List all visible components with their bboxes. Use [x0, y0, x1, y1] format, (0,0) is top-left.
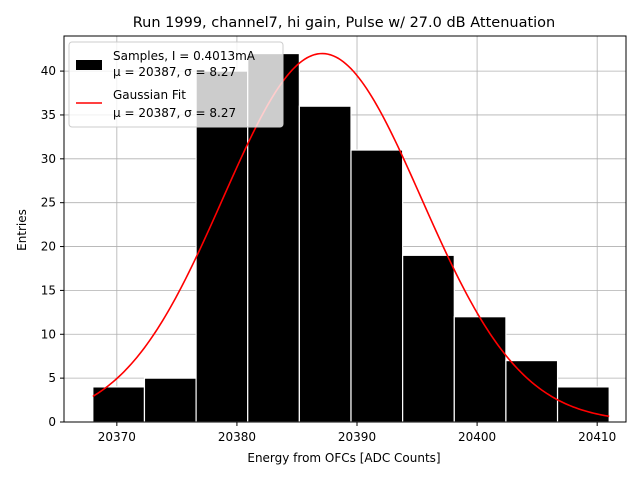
x-axis-label: Energy from OFCs [ADC Counts]: [247, 451, 440, 465]
y-tick-label: 30: [41, 152, 56, 166]
histogram-bar-5: [298, 105, 352, 423]
gaussian-fit-curve: [92, 52, 610, 418]
histogram-bar-2: [143, 377, 197, 423]
histogram-bar-7: [402, 254, 455, 423]
legend-box: [68, 41, 284, 128]
y-tick-label: 20: [41, 240, 56, 254]
legend-fit-label: Gaussian Fit: [113, 88, 186, 102]
y-tick-label: 40: [41, 64, 56, 78]
y-axis-label: Entries: [15, 209, 29, 251]
x-tick-label: 20380: [218, 430, 256, 444]
histogram-bar-8: [453, 316, 507, 423]
chart-title: Run 1999, channel7, hi gain, Pulse w/ 27…: [133, 15, 556, 31]
x-tick-label: 20410: [578, 430, 616, 444]
y-tick-label: 25: [41, 196, 56, 210]
y-tick-label: 0: [48, 415, 56, 429]
x-tick-label: 20400: [458, 430, 496, 444]
legend-samples-swatch: [76, 60, 102, 70]
legend-samples-stats: μ = 20387, σ = 8.27: [113, 65, 236, 79]
legend: Samples, I = 0.4013mA μ = 20387, σ = 8.2…: [68, 41, 284, 128]
y-tick-label: 5: [48, 371, 56, 385]
legend-samples-label: Samples, I = 0.4013mA: [113, 49, 256, 63]
x-tick-label: 20390: [338, 430, 376, 444]
y-tick-label: 10: [41, 327, 56, 341]
x-tick-label: 20370: [98, 430, 136, 444]
plot-frame: [63, 35, 627, 423]
histogram-bar-9: [505, 359, 559, 423]
histogram-bar-6: [350, 149, 404, 423]
y-tick-label: 15: [41, 283, 56, 297]
y-tick-label: 35: [41, 108, 56, 122]
legend-fit-stats: μ = 20387, σ = 8.27: [113, 106, 236, 120]
